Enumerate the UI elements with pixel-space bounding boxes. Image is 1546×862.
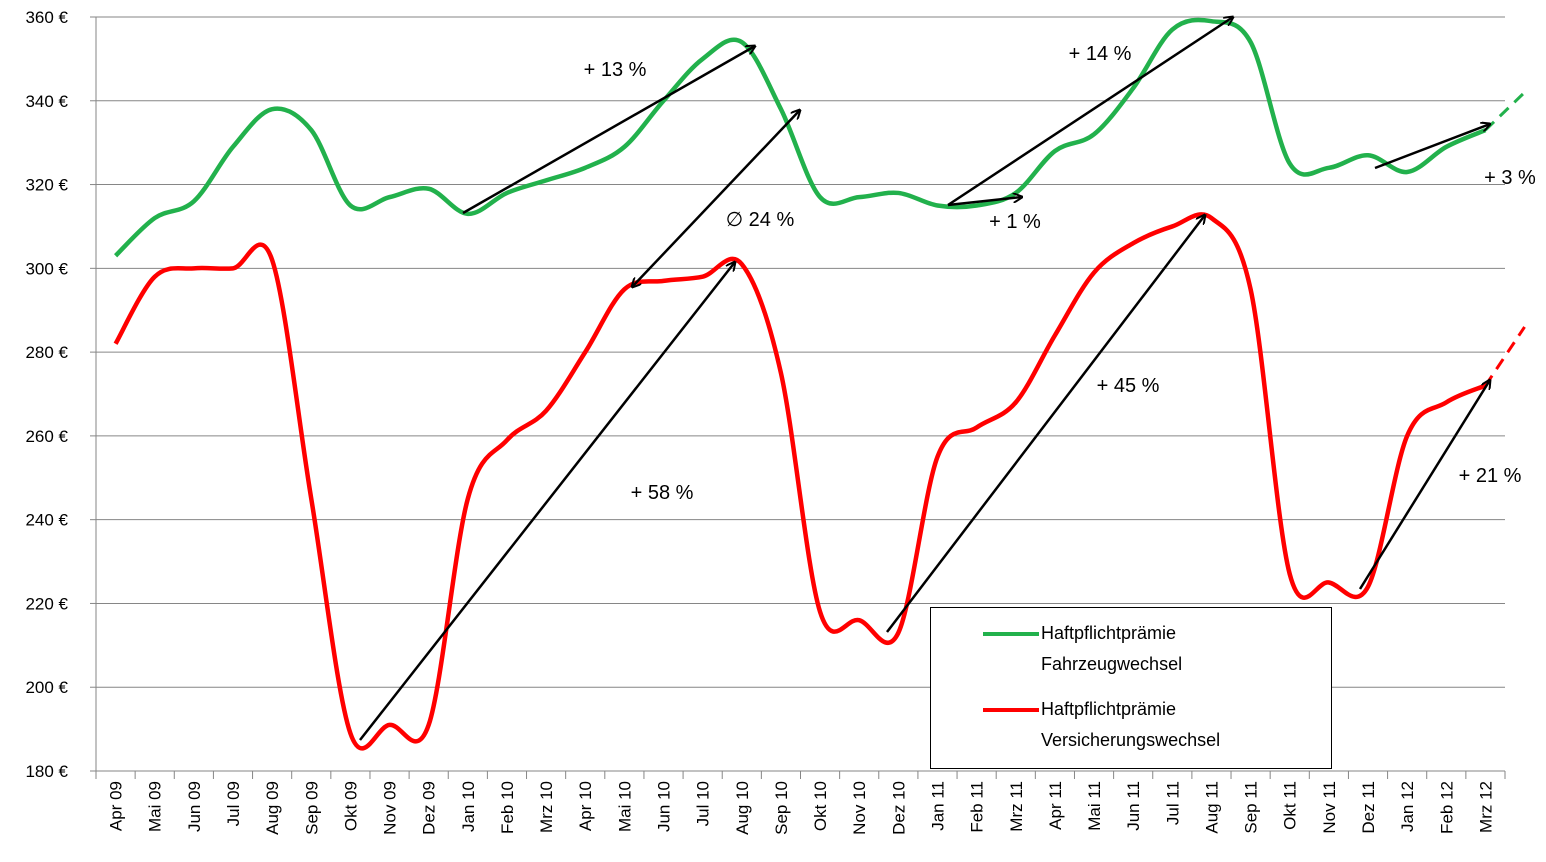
annotation-arrow [462, 46, 755, 215]
annotation-arrow [359, 262, 735, 741]
annotation-arrow [1374, 124, 1490, 170]
x-tick-label: Jun 11 [1124, 781, 1143, 831]
x-tick-label: Mrz 11 [1007, 781, 1026, 832]
annotation: ∅ 24 % [726, 209, 795, 231]
legend: Haftpflichtprämie Fahrzeugwechsel Haftpfl… [930, 607, 1332, 769]
x-tick-label: Jun 10 [655, 781, 674, 832]
x-tick-label: Jan 11 [928, 781, 947, 831]
y-tick-label: 280 € [25, 343, 68, 362]
y-tick-label: 260 € [25, 427, 68, 446]
x-tick-label: Sep 11 [1242, 781, 1261, 834]
x-tick-label: Dez 11 [1359, 781, 1378, 834]
y-tick-label: 200 € [25, 678, 68, 697]
legend-label: Haftpflichtprämie Fahrzeugwechsel [1041, 623, 1183, 674]
annotation: + 1 % [989, 211, 1041, 233]
x-tick-label: Nov 09 [381, 781, 400, 835]
annotation-arrow [1358, 380, 1490, 590]
x-tick-label: Jun 09 [185, 781, 204, 832]
y-tick-label: 360 € [25, 8, 68, 27]
y-tick-label: 300 € [25, 259, 68, 278]
x-tick-label: Mai 10 [615, 781, 634, 832]
x-tick-label: Sep 09 [302, 781, 321, 835]
series-line [113, 212, 1487, 751]
y-tick-label: 340 € [25, 92, 68, 111]
annotation: + 21 % [1459, 465, 1522, 487]
series-projection [1484, 91, 1526, 132]
x-tick-label: Jul 10 [694, 781, 713, 826]
y-tick-label: 320 € [25, 176, 68, 195]
x-tick-label: Jan 10 [459, 781, 478, 832]
x-tick-label: Jul 11 [1163, 781, 1182, 825]
x-tick-label: Aug 10 [733, 781, 752, 835]
legend-label: Haftpflichtprämie Versicherungswechsel [1041, 699, 1221, 750]
x-tick-label: Okt 10 [811, 781, 830, 831]
annotation-arrow [947, 197, 1022, 207]
x-tick-label: Sep 10 [772, 781, 791, 835]
x-tick-label: Apr 11 [1046, 781, 1065, 830]
annotation: + 58 % [631, 482, 694, 504]
x-tick-label: Jul 09 [224, 781, 243, 826]
annotation-arrow [632, 110, 800, 287]
y-tick-label: 220 € [25, 594, 68, 613]
x-tick-label: Jan 12 [1398, 781, 1417, 832]
x-tick-label: Mrz 12 [1476, 781, 1495, 833]
series-projection [1484, 326, 1526, 387]
x-tick-label: Aug 11 [1202, 781, 1221, 834]
x-tick-label: Feb 10 [498, 781, 517, 834]
y-tick-label: 180 € [25, 762, 68, 781]
annotation: + 13 % [584, 59, 647, 81]
x-tick-label: Mrz 10 [537, 781, 556, 833]
x-tick-label: Dez 09 [420, 781, 439, 835]
x-tick-label: Nov 10 [850, 781, 869, 835]
x-tick-label: Feb 11 [968, 781, 987, 833]
x-tick-label: Okt 09 [341, 781, 360, 831]
annotation: + 3 % [1484, 167, 1536, 189]
x-tick-label: Nov 11 [1320, 781, 1339, 834]
annotation-arrow [947, 17, 1233, 207]
x-tick-label: Apr 09 [107, 781, 126, 831]
annotation: + 14 % [1069, 43, 1132, 65]
x-tick-label: Feb 12 [1437, 781, 1456, 834]
annotation-arrow [886, 215, 1205, 633]
x-tick-label: Okt 11 [1281, 781, 1300, 830]
x-tick-label: Mai 09 [146, 781, 165, 832]
y-tick-label: 240 € [25, 511, 68, 530]
x-tick-label: Apr 10 [576, 781, 595, 831]
x-tick-label: Dez 10 [889, 781, 908, 835]
series-line [113, 17, 1487, 258]
legend-swatch [983, 632, 1039, 636]
x-tick-label: Mai 11 [1085, 781, 1104, 831]
annotation: + 45 % [1097, 375, 1160, 397]
x-tick-label: Aug 09 [263, 781, 282, 835]
legend-swatch [983, 708, 1039, 712]
